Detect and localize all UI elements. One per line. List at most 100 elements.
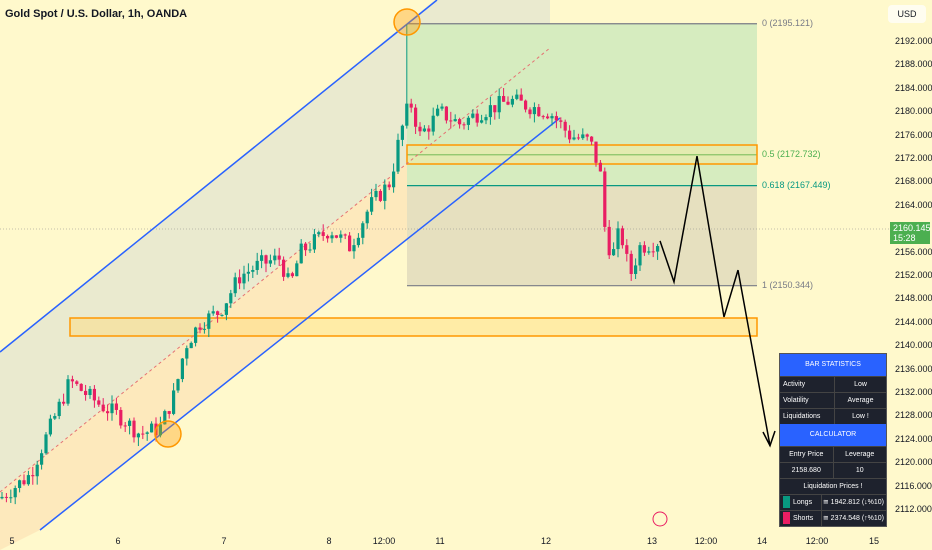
candle-body (651, 251, 655, 253)
candle-body (343, 234, 347, 236)
price-tick: 2116.000 (895, 480, 932, 491)
time-tick: 8 (326, 536, 332, 546)
candle-body (123, 425, 127, 427)
candle-body (207, 313, 211, 329)
candle-body (198, 327, 202, 330)
candle-body (581, 134, 585, 139)
candle-body (220, 314, 224, 316)
candle-body (246, 271, 250, 274)
candle-body (559, 120, 563, 122)
price-tick: 2136.000 (895, 363, 932, 374)
price-tick: 2124.000 (895, 433, 932, 444)
fib-level-label: 0.5 (2172.732) (762, 148, 821, 159)
time-tick: 6 (115, 536, 121, 546)
candle-body (537, 107, 541, 117)
candle-body (594, 141, 598, 163)
candle-body (365, 211, 369, 224)
fib-upper-zone (407, 23, 757, 186)
candle-body (229, 293, 233, 304)
candle-body (277, 255, 281, 260)
entry-price-value: 2158.680 (780, 463, 834, 478)
price-tick: 2128.000 (895, 410, 932, 421)
candle-body (4, 496, 8, 498)
price-tick: 2132.000 (895, 387, 932, 397)
candle-body (101, 404, 105, 412)
candle-body (176, 379, 180, 391)
longs-label: Longs (780, 495, 822, 510)
candle-body (414, 107, 418, 127)
time-tick: 12:00 (372, 536, 396, 546)
candle-body (638, 245, 642, 266)
candle-body (480, 120, 484, 123)
candle-body (475, 113, 479, 123)
candle-body (532, 107, 536, 115)
candle-body (295, 263, 299, 277)
price-tick: 2192.000 (895, 36, 932, 46)
stat-label: Liquidations (780, 409, 835, 424)
candle-body (132, 420, 136, 438)
candle-body (392, 171, 396, 188)
time-tick: 12:00 (805, 536, 829, 546)
candle-body (57, 401, 61, 417)
price-tick: 2156.000 (895, 246, 932, 257)
candle-body (440, 106, 444, 109)
candle-body (453, 119, 457, 122)
candle-body (194, 327, 198, 343)
candle-body (528, 109, 532, 115)
candle-body (361, 223, 365, 238)
fib-lower-zone (407, 185, 757, 286)
candle-body (576, 137, 580, 139)
projection-arrow-icon (762, 430, 776, 448)
support-zone (69, 317, 758, 337)
candle-body (510, 98, 514, 105)
candle-body (110, 403, 114, 414)
time-tick: 11 (435, 536, 445, 546)
candle-body (35, 464, 39, 477)
resistance-zone (406, 144, 758, 165)
price-tick: 2144.000 (895, 316, 932, 327)
candle-body (356, 237, 360, 246)
candle-body (88, 388, 92, 396)
candle-body (172, 390, 176, 414)
shorts-label: Shorts (780, 511, 822, 526)
candle-body (9, 497, 13, 499)
candle-body (436, 108, 440, 116)
candle-body (378, 190, 382, 201)
swing-low-marker (154, 420, 182, 448)
candle-body (449, 120, 453, 122)
candle-body (251, 269, 255, 272)
candle-body (185, 348, 189, 359)
candle-body (352, 245, 356, 252)
time-tick: 12:00 (694, 536, 718, 546)
candle-body (0, 496, 4, 499)
candle-body (383, 184, 387, 201)
candle-body (585, 134, 589, 137)
candle-body (264, 255, 268, 264)
candle-body (255, 260, 259, 270)
candle-body (268, 260, 272, 264)
time-tick: 5 (9, 536, 15, 546)
candle-body (70, 379, 74, 382)
candle-body (541, 116, 545, 118)
symbol-title: Gold Spot / U.S. Dollar, 1h, OANDA (5, 8, 188, 20)
candle-body (422, 128, 426, 132)
candle-body (616, 228, 620, 250)
time-tick: 7 (221, 536, 227, 546)
candle-body (26, 475, 30, 485)
time-tick: 12 (540, 536, 552, 546)
currency-button[interactable]: USD (888, 5, 926, 23)
price-tick: 2148.000 (895, 293, 932, 304)
candle-body (97, 400, 101, 405)
fib-level-label: 0.618 (2167.449) (762, 179, 831, 190)
time-tick: 14 (756, 536, 768, 546)
candle-body (216, 311, 220, 315)
candle-body (13, 488, 17, 498)
candle-body (642, 245, 646, 253)
candle-body (334, 235, 338, 238)
candle-body (114, 403, 118, 410)
candle-body (304, 243, 308, 251)
price-tick: 2180.000 (895, 106, 932, 117)
time-tick: 13 (646, 536, 658, 546)
price-tick: 2188.000 (895, 59, 932, 70)
